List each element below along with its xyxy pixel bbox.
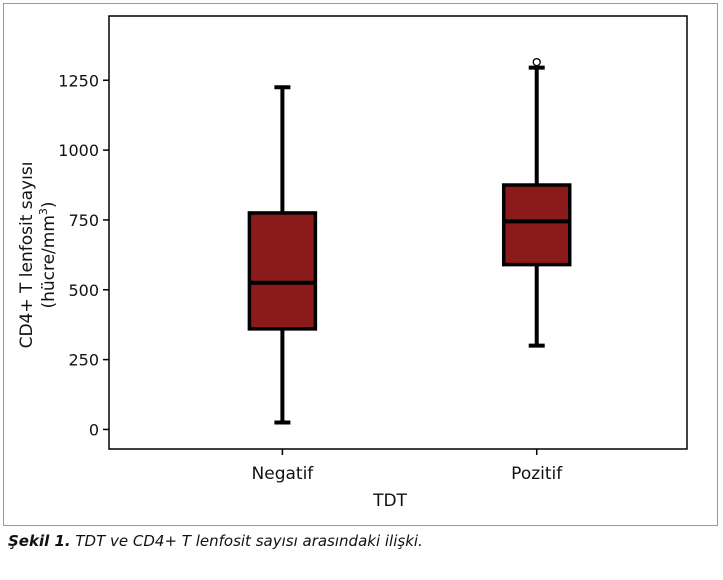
x-axis-label: TDT xyxy=(372,491,407,511)
boxplot-chart: 0 250 500 750 1000 1250 Negatif Pozitif TDT CD4… xyxy=(17,15,688,511)
y-tick-label: 250 xyxy=(68,351,99,370)
y-axis-unit-superscript: 3 xyxy=(37,208,50,215)
y-axis-unit-prefix: (hücre/mm xyxy=(39,215,59,308)
x-tick-label: Pozitif xyxy=(511,464,563,484)
figure-frame xyxy=(3,3,718,526)
y-axis-unit-suffix: ) xyxy=(39,201,59,208)
y-tick-label: 0 xyxy=(89,420,99,439)
y-tick-label: 1000 xyxy=(58,141,99,160)
plot-area-frame xyxy=(108,15,688,450)
iqr-box xyxy=(501,183,572,267)
iqr-box xyxy=(247,211,318,331)
figure-caption: Şekil 1. TDT ve CD4+ T lenfosit sayısı a… xyxy=(8,532,423,550)
x-tick-label: Negatif xyxy=(252,464,315,484)
y-axis-label-line2: (hücre/mm3) xyxy=(37,201,59,308)
y-axis-label: CD4+ T lenfosit sayısı (hücre/mm3) xyxy=(17,162,59,349)
y-tick-label: 500 xyxy=(68,281,99,300)
y-axis-label-line1: CD4+ T lenfosit sayısı xyxy=(17,162,37,349)
outlier-point xyxy=(532,57,541,67)
caption-text: TDT ve CD4+ T lenfosit sayısı arasındaki… xyxy=(70,532,423,550)
y-tick-label: 750 xyxy=(68,211,99,230)
y-tick-label: 1250 xyxy=(58,71,99,90)
caption-lead: Şekil 1. xyxy=(8,532,71,550)
